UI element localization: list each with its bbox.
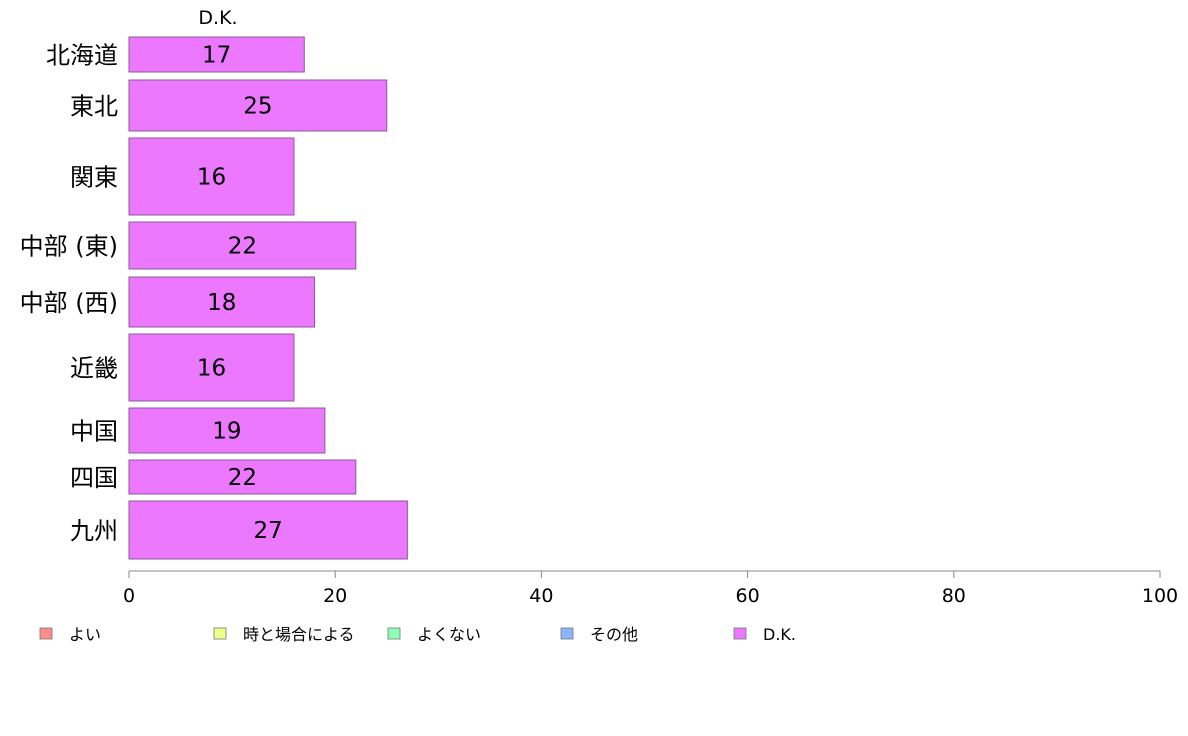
bar-value-label: 18 <box>207 290 236 316</box>
legend-swatch <box>39 627 53 640</box>
legend-label: D.K. <box>763 625 796 644</box>
bar <box>128 221 357 270</box>
bar-value-label: 16 <box>197 356 226 382</box>
category-label: 中部 (西) <box>20 289 118 317</box>
bar <box>128 500 408 560</box>
legend-label: よくない <box>417 625 481 644</box>
x-tick-label: 80 <box>942 585 966 607</box>
bar <box>128 333 295 402</box>
x-tick-label: 0 <box>123 585 135 607</box>
category-label: 北海道 <box>46 42 118 70</box>
bar <box>128 79 388 132</box>
legend-swatch <box>733 627 747 640</box>
legend: よい 時と場合による よくない その他 D.K. <box>39 625 796 644</box>
x-axis: 0 20 40 60 80 100 <box>123 570 1178 607</box>
legend-label: 時と場合による <box>243 625 355 644</box>
bar-value-label: 27 <box>254 518 283 544</box>
legend-swatch <box>560 627 574 640</box>
bar <box>128 459 357 495</box>
bars-layer: D.K. 北海道 17 東北 25 関東 16 中部 (東) 22 中部 (西) 18 近畿 16 中国 1… <box>20 7 408 560</box>
x-tick-label: 60 <box>736 585 760 607</box>
category-label: 中部 (東) <box>20 233 118 261</box>
bar <box>128 36 305 73</box>
legend-swatch <box>213 627 227 640</box>
bar-value-label: 17 <box>202 43 231 69</box>
category-label: 九州 <box>70 517 118 545</box>
bar <box>128 276 316 328</box>
legend-swatch <box>387 627 401 640</box>
x-tick-label: 40 <box>529 585 553 607</box>
series-header: D.K. <box>198 7 237 29</box>
category-label: 関東 <box>70 164 118 192</box>
category-label: 中国 <box>70 418 118 446</box>
category-label: 四国 <box>70 464 118 492</box>
bar <box>128 137 295 216</box>
bar-value-label: 19 <box>212 419 241 445</box>
bar-value-label: 25 <box>243 94 272 120</box>
x-tick-label: 20 <box>323 585 347 607</box>
bar-value-label: 16 <box>197 165 226 191</box>
bar-value-label: 22 <box>228 234 257 260</box>
x-tick-label: 100 <box>1142 585 1178 607</box>
legend-label: よい <box>69 625 101 644</box>
bar <box>128 407 326 454</box>
legend-label: その他 <box>590 625 638 644</box>
category-label: 東北 <box>70 93 118 121</box>
bar-value-label: 22 <box>228 465 257 491</box>
category-label: 近畿 <box>70 355 118 383</box>
